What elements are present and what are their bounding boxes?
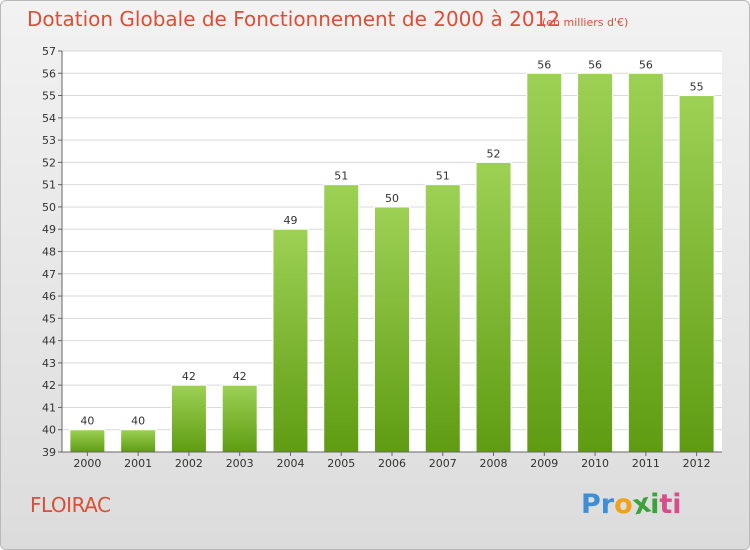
y-tick-label: 48 <box>42 246 56 259</box>
bar <box>678 95 715 453</box>
x-tick-label: 2007 <box>429 457 457 470</box>
bar <box>424 184 461 453</box>
y-tick-label: 54 <box>42 112 56 125</box>
bar-value-label: 52 <box>487 147 501 160</box>
bar-value-label: 40 <box>80 415 94 428</box>
bar-value-label: 49 <box>283 214 297 227</box>
logo-letter: i <box>650 489 660 520</box>
bar <box>69 429 106 453</box>
y-tick-label: 55 <box>42 90 56 103</box>
logo-letter: r <box>600 489 615 520</box>
x-tick-label: 2005 <box>327 457 355 470</box>
y-tick-label: 45 <box>42 312 56 325</box>
y-tick-label: 57 <box>42 45 56 58</box>
chart-bars: 40 40 42 42 49 51 50 51 52 56 56 56 55 <box>69 58 715 453</box>
x-tick-label: 2003 <box>226 457 254 470</box>
bar-value-label: 42 <box>182 370 196 383</box>
bar <box>323 184 360 453</box>
x-tick-label: 2001 <box>124 457 152 470</box>
logo-letter: o <box>614 489 633 520</box>
bar-value-label: 40 <box>131 415 145 428</box>
bar <box>120 429 157 453</box>
x-tick-label: 2006 <box>378 457 406 470</box>
y-tick-label: 43 <box>42 357 56 370</box>
x-tick-label: 2009 <box>530 457 558 470</box>
x-tick-label: 2004 <box>276 457 304 470</box>
bar <box>627 72 664 453</box>
bar <box>221 384 258 453</box>
chart-unit: (en milliers d'€) <box>542 16 629 29</box>
y-tick-label: 52 <box>42 156 56 169</box>
x-tick-label: 2012 <box>683 457 711 470</box>
logo-letter: t <box>659 489 673 520</box>
y-tick-label: 51 <box>42 179 56 192</box>
y-tick-label: 56 <box>42 67 56 80</box>
y-tick-label: 49 <box>42 223 56 236</box>
chart-axes: 39 40 41 42 43 44 45 46 47 48 49 50 51 52 53 54 55 56 57 20… <box>42 45 722 470</box>
bar-value-label: 56 <box>639 58 653 71</box>
x-tick-label: 2002 <box>175 457 203 470</box>
y-tick-label: 50 <box>42 201 56 214</box>
logo-letter: P <box>581 489 601 520</box>
town-name: FLOIRAC <box>30 493 111 517</box>
x-tick-label: 2000 <box>73 457 101 470</box>
y-tick-label: 44 <box>42 335 56 348</box>
logo-letter: i <box>672 489 682 520</box>
bar <box>577 72 614 453</box>
x-tick-label: 2010 <box>581 457 609 470</box>
bar <box>526 72 563 453</box>
y-tick-label: 40 <box>42 424 56 437</box>
y-tick-label: 42 <box>42 379 56 392</box>
bar <box>475 161 512 453</box>
bar <box>170 384 207 453</box>
x-tick-label: 2008 <box>480 457 508 470</box>
bar-value-label: 56 <box>588 58 602 71</box>
bar <box>272 228 309 453</box>
bar-value-label: 51 <box>436 170 450 183</box>
chart-title: Dotation Globale de Fonctionnement de 20… <box>27 7 560 31</box>
y-tick-label: 46 <box>42 290 56 303</box>
y-tick-label: 39 <box>42 446 56 459</box>
bar-value-label: 55 <box>690 81 704 94</box>
proxiti-logo: Proxiti <box>581 488 682 522</box>
bar-value-label: 51 <box>334 170 348 183</box>
y-tick-label: 53 <box>42 134 56 147</box>
bar <box>374 206 410 453</box>
bar-value-label: 42 <box>233 370 247 383</box>
y-tick-label: 47 <box>42 268 56 281</box>
bar-value-label: 50 <box>385 192 399 205</box>
bar-value-label: 56 <box>537 58 551 71</box>
x-tick-label: 2011 <box>632 457 660 470</box>
y-tick-label: 41 <box>42 401 56 414</box>
